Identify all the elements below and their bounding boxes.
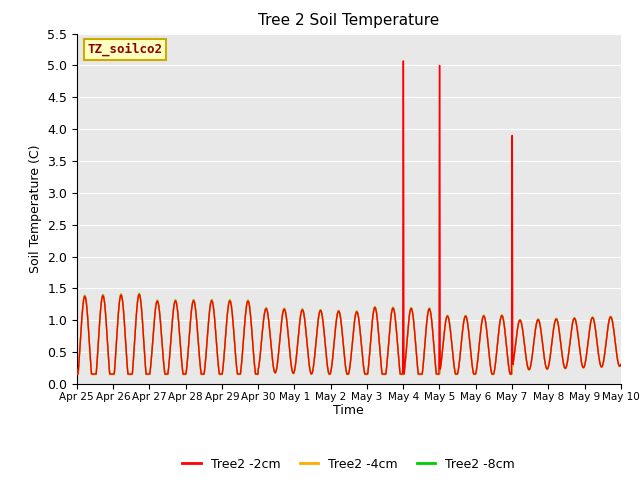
X-axis label: Time: Time bbox=[333, 405, 364, 418]
Title: Tree 2 Soil Temperature: Tree 2 Soil Temperature bbox=[258, 13, 440, 28]
Legend: Tree2 -2cm, Tree2 -4cm, Tree2 -8cm: Tree2 -2cm, Tree2 -4cm, Tree2 -8cm bbox=[177, 453, 520, 476]
Y-axis label: Soil Temperature (C): Soil Temperature (C) bbox=[29, 144, 42, 273]
Text: TZ_soilco2: TZ_soilco2 bbox=[88, 43, 163, 56]
